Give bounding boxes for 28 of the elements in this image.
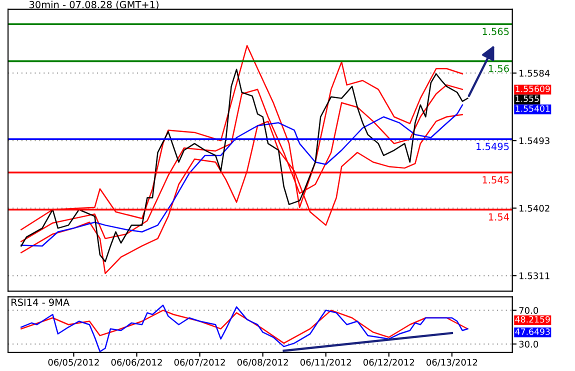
text: 1.55609: [516, 86, 550, 92]
ref-line-label: 1.545: [482, 176, 509, 184]
text: 1.555: [516, 96, 539, 102]
y-tick-label: 1.5402: [520, 204, 550, 212]
line-series: [20, 310, 468, 344]
x-tick-label: 06/11/2012: [300, 358, 351, 366]
text: 47.6493: [515, 328, 550, 335]
ref-line-label: 1.56: [488, 64, 509, 72]
y-tick-label: 1.5311: [520, 272, 550, 280]
ref-line-label: 1.5495: [476, 142, 509, 150]
x-tick-label: 06/08/2012: [237, 358, 288, 366]
x-tick-label: 06/07/2012: [174, 358, 225, 366]
line-series: [20, 68, 468, 262]
line-series: [20, 304, 468, 352]
x-tick-label: 06/13/2012: [426, 358, 478, 366]
ref-line-label: 1.565: [482, 28, 509, 36]
ref-line-label: 1.54: [488, 213, 509, 221]
y-tick-label: 30.0: [519, 340, 538, 348]
y-tick-label: 1.5493: [520, 137, 550, 144]
x-tick-label: 06/06/2012: [111, 358, 162, 366]
chart-title: 30min - 07.08.28 (GMT+1): [29, 0, 158, 10]
text: 1.55401: [516, 105, 550, 112]
chart-title: RSI14 - 9MA: [12, 298, 70, 306]
x-tick-label: 06/05/2012: [48, 358, 99, 366]
y-tick-label: 70.0: [519, 307, 538, 314]
y-tick-label: 1.5584: [520, 70, 550, 77]
x-tick-label: 06/12/2012: [363, 358, 414, 366]
text: 48.2159: [515, 316, 550, 323]
